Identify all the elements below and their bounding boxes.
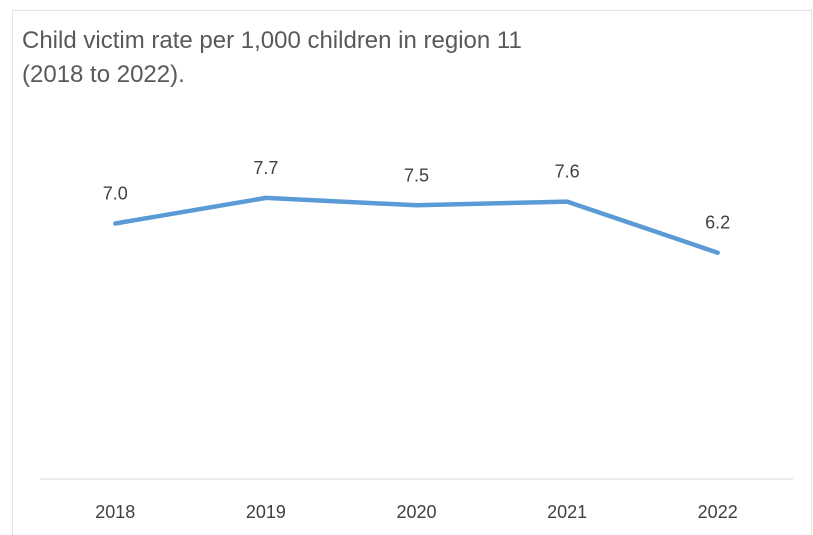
x-tick-label: 2019: [246, 502, 286, 522]
data-label: 7.6: [555, 162, 580, 182]
data-labels: 7.0 7.7 7.5 7.6 6.2: [103, 158, 730, 233]
chart-frame: [12, 10, 812, 535]
x-tick-label: 2021: [547, 502, 587, 522]
chart-title: Child victim rate per 1,000 children in …: [22, 27, 522, 88]
x-tick-label: 2022: [698, 502, 738, 522]
series-line: [113, 195, 720, 255]
data-label: 7.0: [103, 184, 128, 204]
x-tick-label: 2020: [396, 502, 436, 522]
data-label: 7.7: [253, 158, 278, 178]
x-tick-label: 2018: [95, 502, 135, 522]
data-label: 6.2: [705, 213, 730, 233]
data-label: 7.5: [404, 165, 429, 185]
x-axis-ticks: 2018 2019 2020 2021 2022: [95, 502, 737, 522]
